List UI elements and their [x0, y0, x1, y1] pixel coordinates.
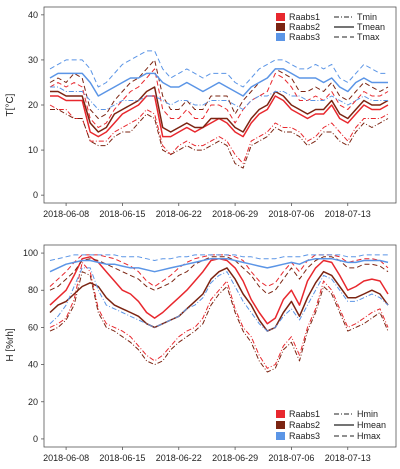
- y-tick-label: 40: [28, 10, 38, 20]
- humidity-x-ticks: 2018-06-08 2018-06-15 2018-06-22 2018-06-29…: [43, 447, 371, 463]
- series-raabs2-tmin: [50, 109, 389, 169]
- humidity-panel: H [%rh] 0 20 40 60 80 100 2018-06-08 2018-06-1…: [5, 244, 397, 463]
- series-raabs3-tmax: [49, 50, 388, 88]
- x-tick-label: 2018-06-29: [212, 209, 258, 219]
- legend-label-tmean: Tmean: [357, 22, 385, 32]
- legend-label-raabs2-h: Raabs2: [289, 420, 320, 430]
- temperature-y-axis-label: T[°C]: [5, 93, 16, 116]
- humidity-series: [49, 254, 389, 373]
- x-tick-label: 2018-06-29: [212, 453, 258, 463]
- series-raabs2-hmin: [49, 271, 389, 373]
- y-tick-label: 10: [28, 145, 38, 155]
- x-tick-label: 2018-06-08: [43, 453, 89, 463]
- legend-label-tmin: Tmin: [357, 12, 377, 22]
- legend-label-raabs1-h: Raabs1: [289, 409, 320, 419]
- legend-swatch-raabs1-h: [276, 410, 285, 418]
- series-raabs3-hmean: [49, 257, 389, 273]
- x-tick-label: 2018-06-15: [99, 209, 145, 219]
- series-raabs2-hmean: [49, 267, 389, 332]
- x-tick-label: 2018-06-22: [156, 209, 202, 219]
- series-raabs3-tmean: [49, 68, 388, 97]
- series-raabs3-hmin: [49, 267, 389, 332]
- y-tick-label: 0: [33, 190, 38, 200]
- x-tick-label: 2018-06-22: [156, 453, 202, 463]
- legend-label-raabs3-h: Raabs3: [289, 431, 320, 441]
- humidity-legend-box: [270, 406, 394, 444]
- humidity-y-axis-label: H [%rh]: [5, 328, 16, 362]
- legend-swatch-raabs2: [276, 23, 285, 31]
- legend-swatch-raabs1: [276, 13, 285, 21]
- legend-label-hmin: Hmin: [357, 409, 378, 419]
- y-tick-label: 60: [28, 322, 38, 332]
- temperature-series: [49, 50, 389, 169]
- y-tick-label: 100: [23, 248, 38, 258]
- y-tick-label: 30: [28, 55, 38, 65]
- y-tick-label: 80: [28, 285, 38, 295]
- temperature-y-ticks: 0 10 20 30 40: [28, 10, 44, 200]
- x-tick-label: 2018-07-06: [268, 453, 314, 463]
- legend-label-hmean: Hmean: [357, 420, 386, 430]
- x-tick-label: 2018-07-13: [325, 209, 371, 219]
- series-raabs2-tmax: [49, 59, 389, 119]
- y-tick-label: 40: [28, 360, 38, 370]
- series-raabs1-tmin: [49, 104, 389, 165]
- humidity-legend: Raabs1 Raabs2 Raabs3 Hmin Hmean Hmax: [270, 406, 394, 444]
- series-raabs2-tmean: [50, 86, 389, 133]
- series-raabs1-tmax: [49, 68, 389, 128]
- series-raabs3-hmax: [49, 254, 388, 261]
- y-tick-label: 20: [28, 397, 38, 407]
- temperature-x-ticks: 2018-06-08 2018-06-15 2018-06-22 2018-06-29…: [43, 203, 371, 219]
- legend-label-raabs1: Raabs1: [289, 12, 320, 22]
- legend-label-raabs3: Raabs3: [289, 32, 320, 42]
- y-tick-label: 20: [28, 100, 38, 110]
- x-tick-label: 2018-07-06: [268, 209, 314, 219]
- legend-label-hmax: Hmax: [357, 431, 381, 441]
- legend-swatch-raabs2-h: [276, 421, 285, 429]
- x-tick-label: 2018-06-08: [43, 209, 89, 219]
- series-raabs1-hmin: [49, 261, 389, 369]
- temperature-legend: Raabs1 Raabs2 Raabs3 Tmin Tmean Tmax: [270, 10, 394, 46]
- y-tick-label: 0: [33, 434, 38, 444]
- series-raabs2-hmax: [49, 256, 389, 295]
- humidity-y-ticks: 0 20 40 60 80 100: [23, 248, 44, 444]
- legend-swatch-raabs3-h: [276, 432, 285, 440]
- x-tick-label: 2018-06-15: [99, 453, 145, 463]
- legend-label-tmax: Tmax: [357, 32, 380, 42]
- temperature-legend-box: [270, 10, 394, 46]
- legend-label-raabs2: Raabs2: [289, 22, 320, 32]
- x-tick-label: 2018-07-13: [325, 453, 371, 463]
- series-raabs3-tmin: [50, 86, 388, 110]
- legend-swatch-raabs3: [276, 33, 285, 41]
